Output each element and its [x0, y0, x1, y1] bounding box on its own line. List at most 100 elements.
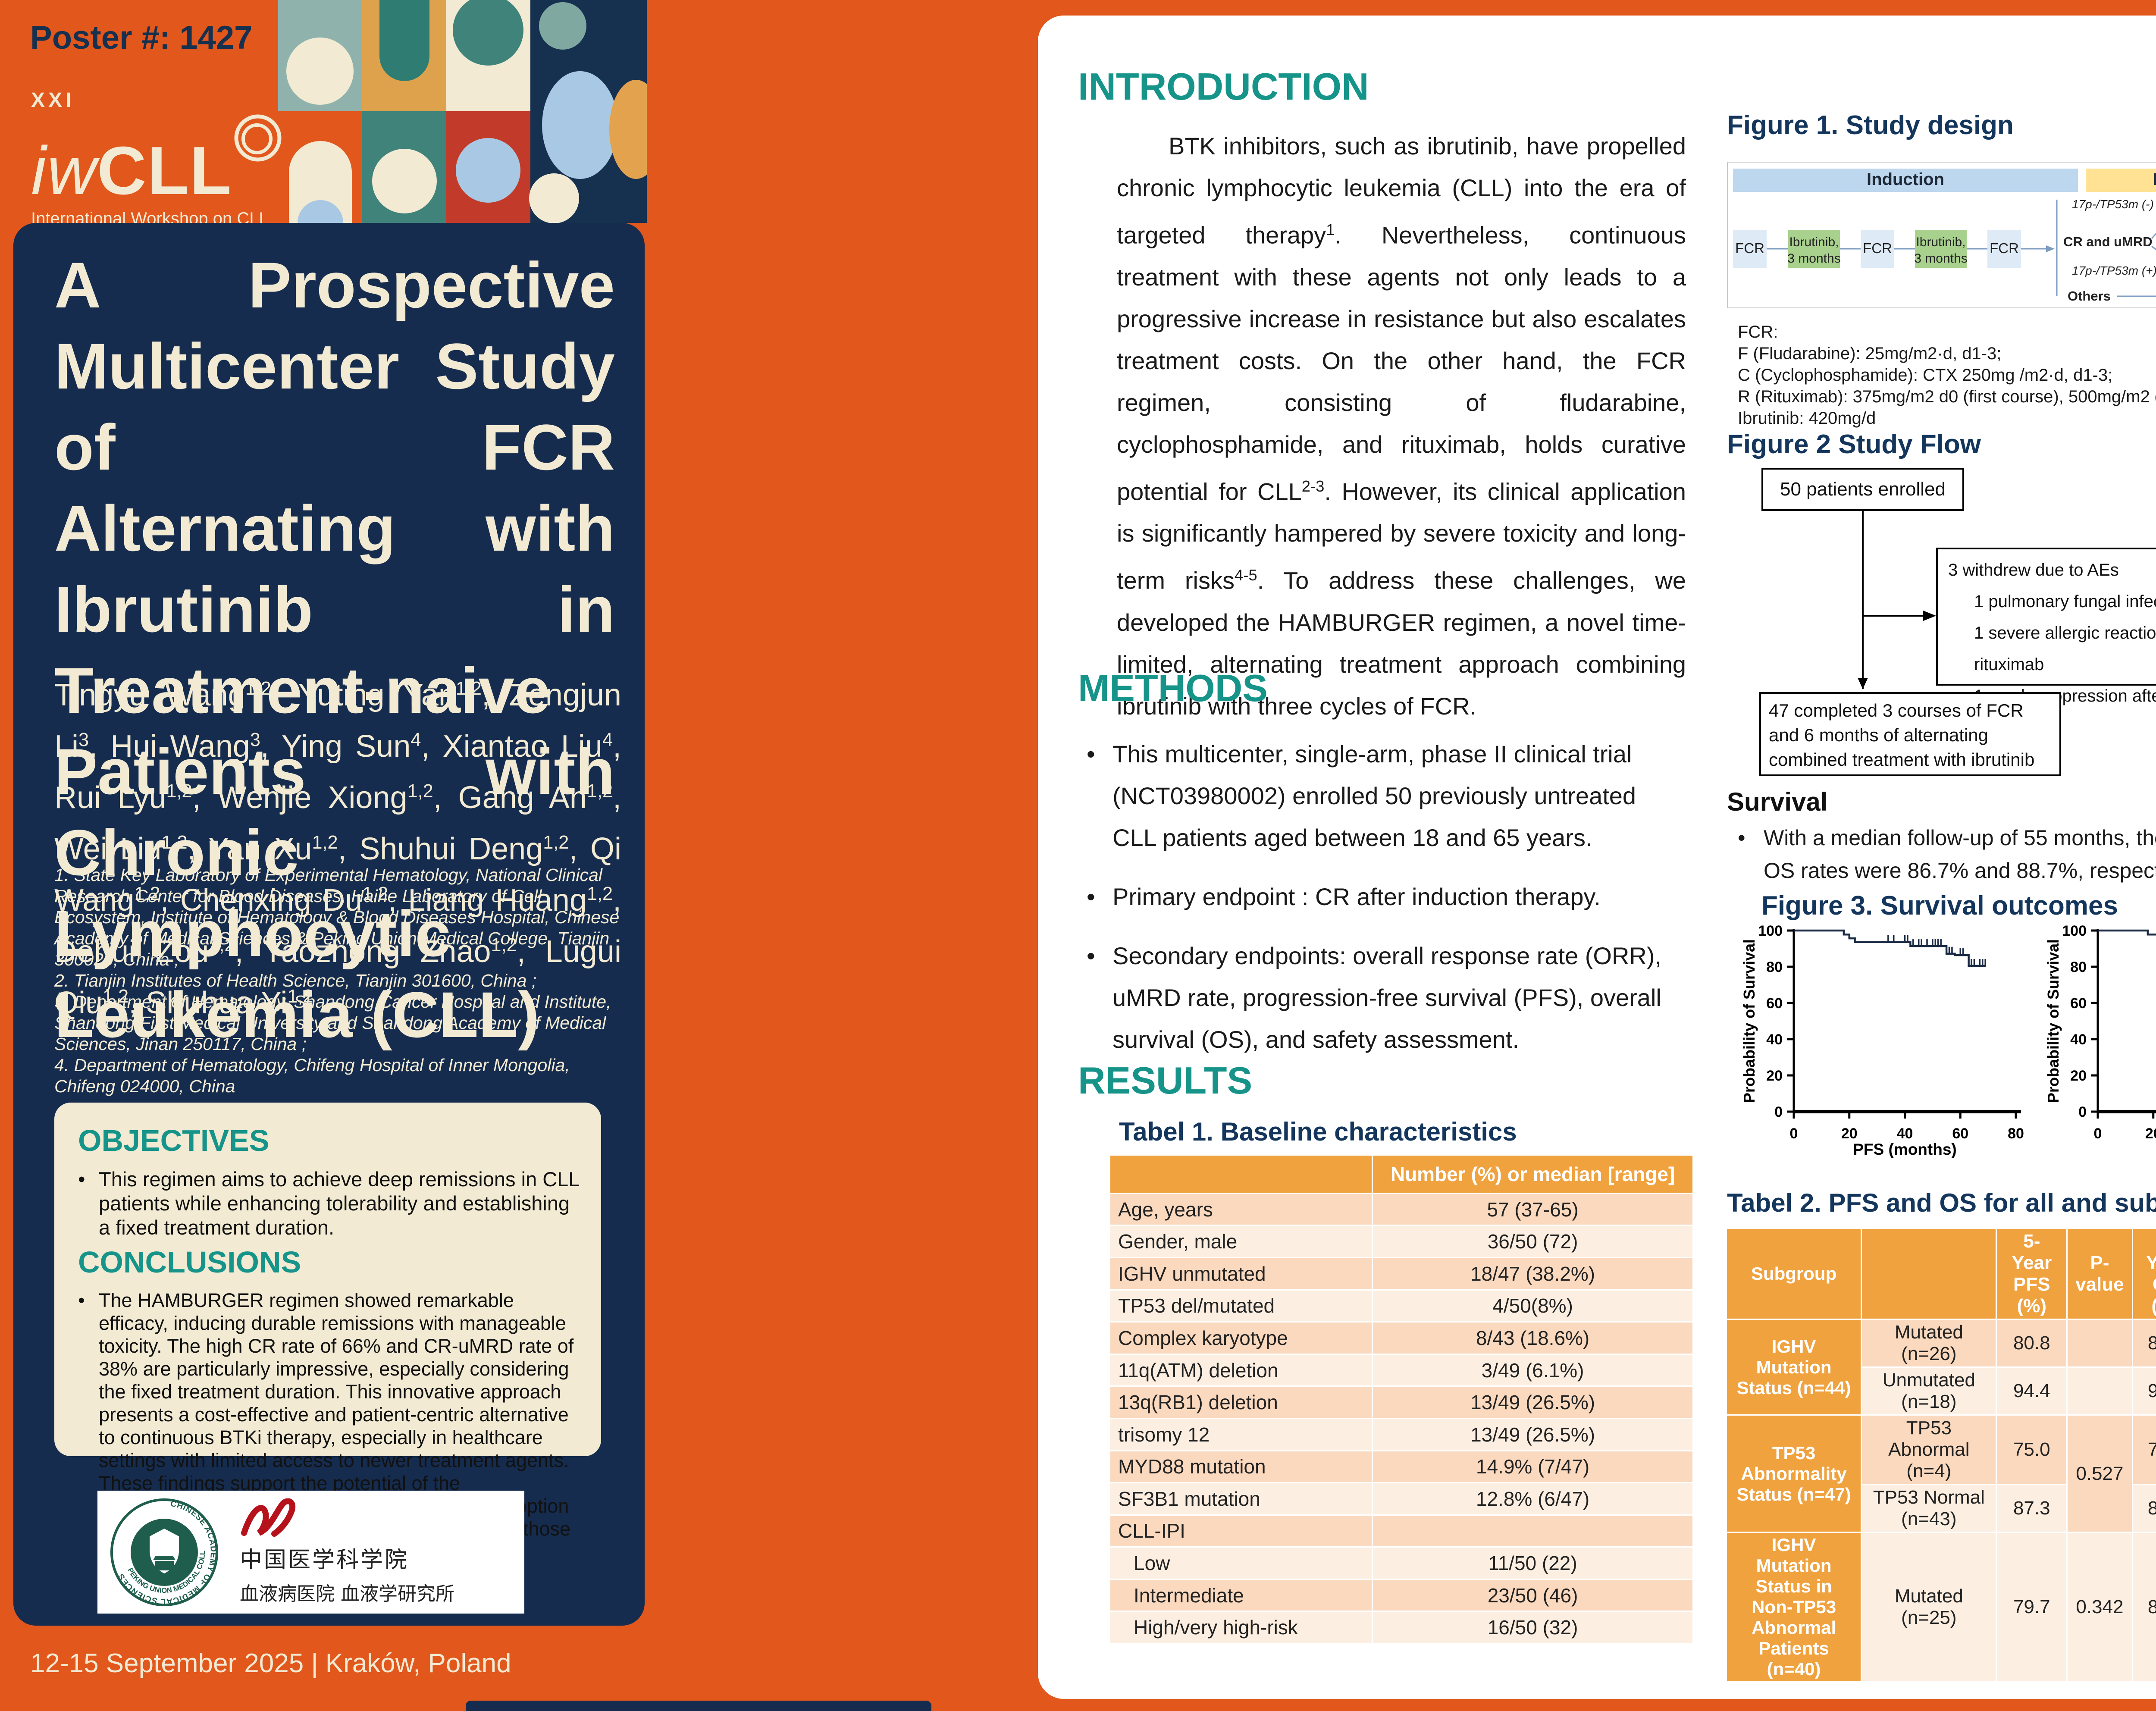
table-cell [2068, 1320, 2132, 1366]
fcr-note-line: C (Cyclophosphamide): CTX 250mg /m2·d, d… [1738, 366, 2113, 385]
table-cell: Low [1110, 1548, 1372, 1579]
results-heading: RESULTS [1078, 1059, 1253, 1102]
svg-text:Probability of Survival: Probability of Survival [2044, 939, 2062, 1103]
introduction-text: BTK inhibitors, such as ibrutinib, have … [1117, 132, 1686, 720]
svg-text:Probability of Survival: Probability of Survival [1740, 939, 1758, 1103]
cams-chinese-line2: 血液病医院 血液学研究所 [240, 1583, 454, 1605]
table-cell: Unmutated (n=18) [1862, 1368, 1996, 1414]
method-bullet: • Secondary endpoints: overall response r… [1087, 942, 1662, 1053]
svg-text:40: 40 [1897, 1125, 1913, 1142]
table-cell: 4/50(8%) [1373, 1290, 1692, 1322]
table-cell: 11/50 (22) [1373, 1548, 1692, 1579]
flow-ae-line: 3 withdrew due to AEs [1948, 561, 2119, 580]
objectives-text: • This regimen aims to achieve deep remis… [78, 1168, 579, 1239]
svg-text:80: 80 [2070, 959, 2087, 975]
table-cell: 87.3 [1997, 1485, 2067, 1532]
table-cell: 14.9% (7/47) [1373, 1451, 1692, 1482]
table-cell: 75.0 [1997, 1416, 2067, 1484]
table-cell: SF3B1 mutation [1110, 1483, 1372, 1514]
svg-text:Induction: Induction [1867, 170, 1944, 189]
table-cell: 18/47 (38.2%) [1373, 1258, 1692, 1289]
table2-caption: Tabel 2. PFS and OS for all and subgroup… [1727, 1188, 2156, 1217]
logo-ring-icon [234, 114, 282, 162]
table-cell: MYD88 mutation [1110, 1451, 1372, 1482]
svg-text:FCR: FCR [1735, 240, 1764, 256]
affiliation-line: 1. State Key Laboratory of Experimental … [54, 865, 620, 969]
logo-wordmark: iwCLL [31, 112, 284, 205]
fcr-note-line: R (Rituximab): 375mg/m2 d0 (first course… [1738, 387, 2156, 406]
figure1-caption: Figure 1. Study design [1727, 110, 2014, 140]
affiliations: 1. State Key Laboratory of Experimental … [54, 865, 628, 1097]
svg-text:60: 60 [2070, 995, 2087, 1012]
affiliation-line: 3. Department of Hematology, Shandong Ca… [54, 992, 611, 1054]
table-cell: IGHV unmutated [1110, 1258, 1372, 1289]
table-cell: IGHV Mutation Status (n=44) [1727, 1320, 1861, 1414]
table-cell [1110, 1156, 1372, 1193]
table-cell: Gender, male [1110, 1226, 1372, 1257]
methods-bullets: • This multicenter, single-arm, phase II … [1087, 733, 1686, 1078]
introduction-heading: INTRODUCTION [1078, 65, 1369, 108]
svg-text:0: 0 [2078, 1104, 2087, 1120]
table2-pfs-os: Subgroup 5-Year PFS (%)P-value5-Year OS (… [1727, 1229, 2156, 1681]
table1-baseline: Number (%) or median [range] Age, years 57… [1110, 1156, 1692, 1643]
table-cell: CLL-IPI [1110, 1515, 1372, 1547]
table1-caption: Tabel 1. Baseline characteristics [1119, 1117, 1517, 1146]
table-cell: Subgroup [1727, 1229, 1861, 1319]
flow-ae-line: 1 pulmonary fungal infection [1974, 592, 2156, 611]
table-cell: P-value [2068, 1229, 2132, 1319]
fcr-note-line: FCR: [1738, 323, 1778, 342]
svg-text:20: 20 [2145, 1125, 2156, 1142]
table-cell: 8/43 (18.6%) [1373, 1322, 1692, 1354]
figure3-caption: Figure 3. Survival outcomes [1761, 891, 2118, 921]
conclusions-heading: CONCLUSIONS [78, 1245, 301, 1279]
table-cell: 83.1 [2133, 1533, 2156, 1681]
svg-text:60: 60 [1766, 995, 1783, 1012]
figure1-fcr-notes: FCR: F (Fludarabine): 25mg/m2·d, d1-3; C (… [1738, 321, 2156, 429]
flow-box-enrolled: 50 patients enrolled [1761, 468, 1964, 511]
table-cell: 0.527 [2068, 1416, 2132, 1532]
km-chart-os: 020406080100020406080OS (months)Probabil… [2044, 923, 2156, 1142]
table-cell: 3/49 (6.1%) [1373, 1354, 1692, 1386]
cams-text-block: 中国医学科学院 血液病医院 血液学研究所 [240, 1498, 454, 1606]
table-cell: 79.7 [1997, 1533, 2067, 1681]
poster-title: A Prospective Multicenter Study of FCR A… [54, 249, 615, 1051]
affiliation-line: 4. Department of Hematology, Chifeng Hos… [54, 1055, 570, 1096]
svg-text:0: 0 [1774, 1104, 1783, 1120]
table-cell: High/very high-risk [1110, 1612, 1372, 1643]
table-cell: 13q(RB1) deletion [1110, 1387, 1372, 1418]
objectives-conclusions-box: OBJECTIVES • This regimen aims to achieve… [54, 1103, 601, 1563]
authors-line: Tingyu Wang1,2, Yuting Yan1,2, Zengjun L… [54, 678, 622, 1020]
table-cell: Mutated (n=25) [1862, 1533, 1996, 1681]
table-cell: 36/50 (72) [1373, 1226, 1692, 1257]
svg-text:FCR: FCR [1990, 240, 2019, 256]
institution-logos: CHINESE ACADEMY OF MEDICAL SCIENCES PEKI… [97, 1491, 524, 1614]
table-cell: 84.1 [2133, 1320, 2156, 1366]
table-cell: 89.5 [2133, 1485, 2156, 1532]
svg-text:FCR: FCR [1863, 240, 1892, 256]
svg-text:PFS (months): PFS (months) [1853, 1141, 1956, 1158]
decorative-mosaic [278, 0, 647, 223]
svg-text:17p-/TP53m (+): 17p-/TP53m (+) [2072, 264, 2156, 277]
logo-roman: XXI [31, 89, 75, 112]
survival-bullet: • With a median follow-up of 55 months, t… [1738, 826, 2156, 883]
affiliation-line: 2. Tianjin Institutes of Health Science,… [54, 971, 537, 990]
km-chart-pfs: 0 20 40 60 80 100 0 20 40 60 80 PFS (months) Probabi… [1740, 923, 2024, 1158]
table-cell: 11q(ATM) deletion [1110, 1354, 1372, 1386]
table-cell: 75.0 [2133, 1416, 2156, 1484]
table-cell: 13/49 (26.5%) [1373, 1419, 1692, 1450]
footer-navy-strip [466, 1701, 931, 1711]
table-cell: Age, years [1110, 1194, 1372, 1225]
table-cell: TP53 Abnormal (n=4) [1862, 1416, 1996, 1484]
figure2-connectors [1858, 511, 1936, 689]
table-cell: 80.8 [1997, 1320, 2067, 1366]
figure2-caption: Figure 2 Study Flow [1727, 429, 1981, 459]
methods-heading: METHODS [1078, 667, 1268, 709]
cams-seal-icon: CHINESE ACADEMY OF MEDICAL SCIENCES PEKI… [108, 1496, 218, 1606]
cams-chinese-line1: 中国医学科学院 [240, 1547, 409, 1573]
svg-text:20: 20 [2070, 1068, 2087, 1084]
footer-date-location: 12-15 September 2025 | Kraków, Poland [30, 1648, 511, 1678]
svg-text:CR and uMRD: CR and uMRD [2063, 234, 2153, 249]
fcr-note-line: F (Fludarabine): 25mg/m2·d, d1-3; [1738, 344, 2002, 363]
table-cell: Complex karyotype [1110, 1322, 1372, 1354]
